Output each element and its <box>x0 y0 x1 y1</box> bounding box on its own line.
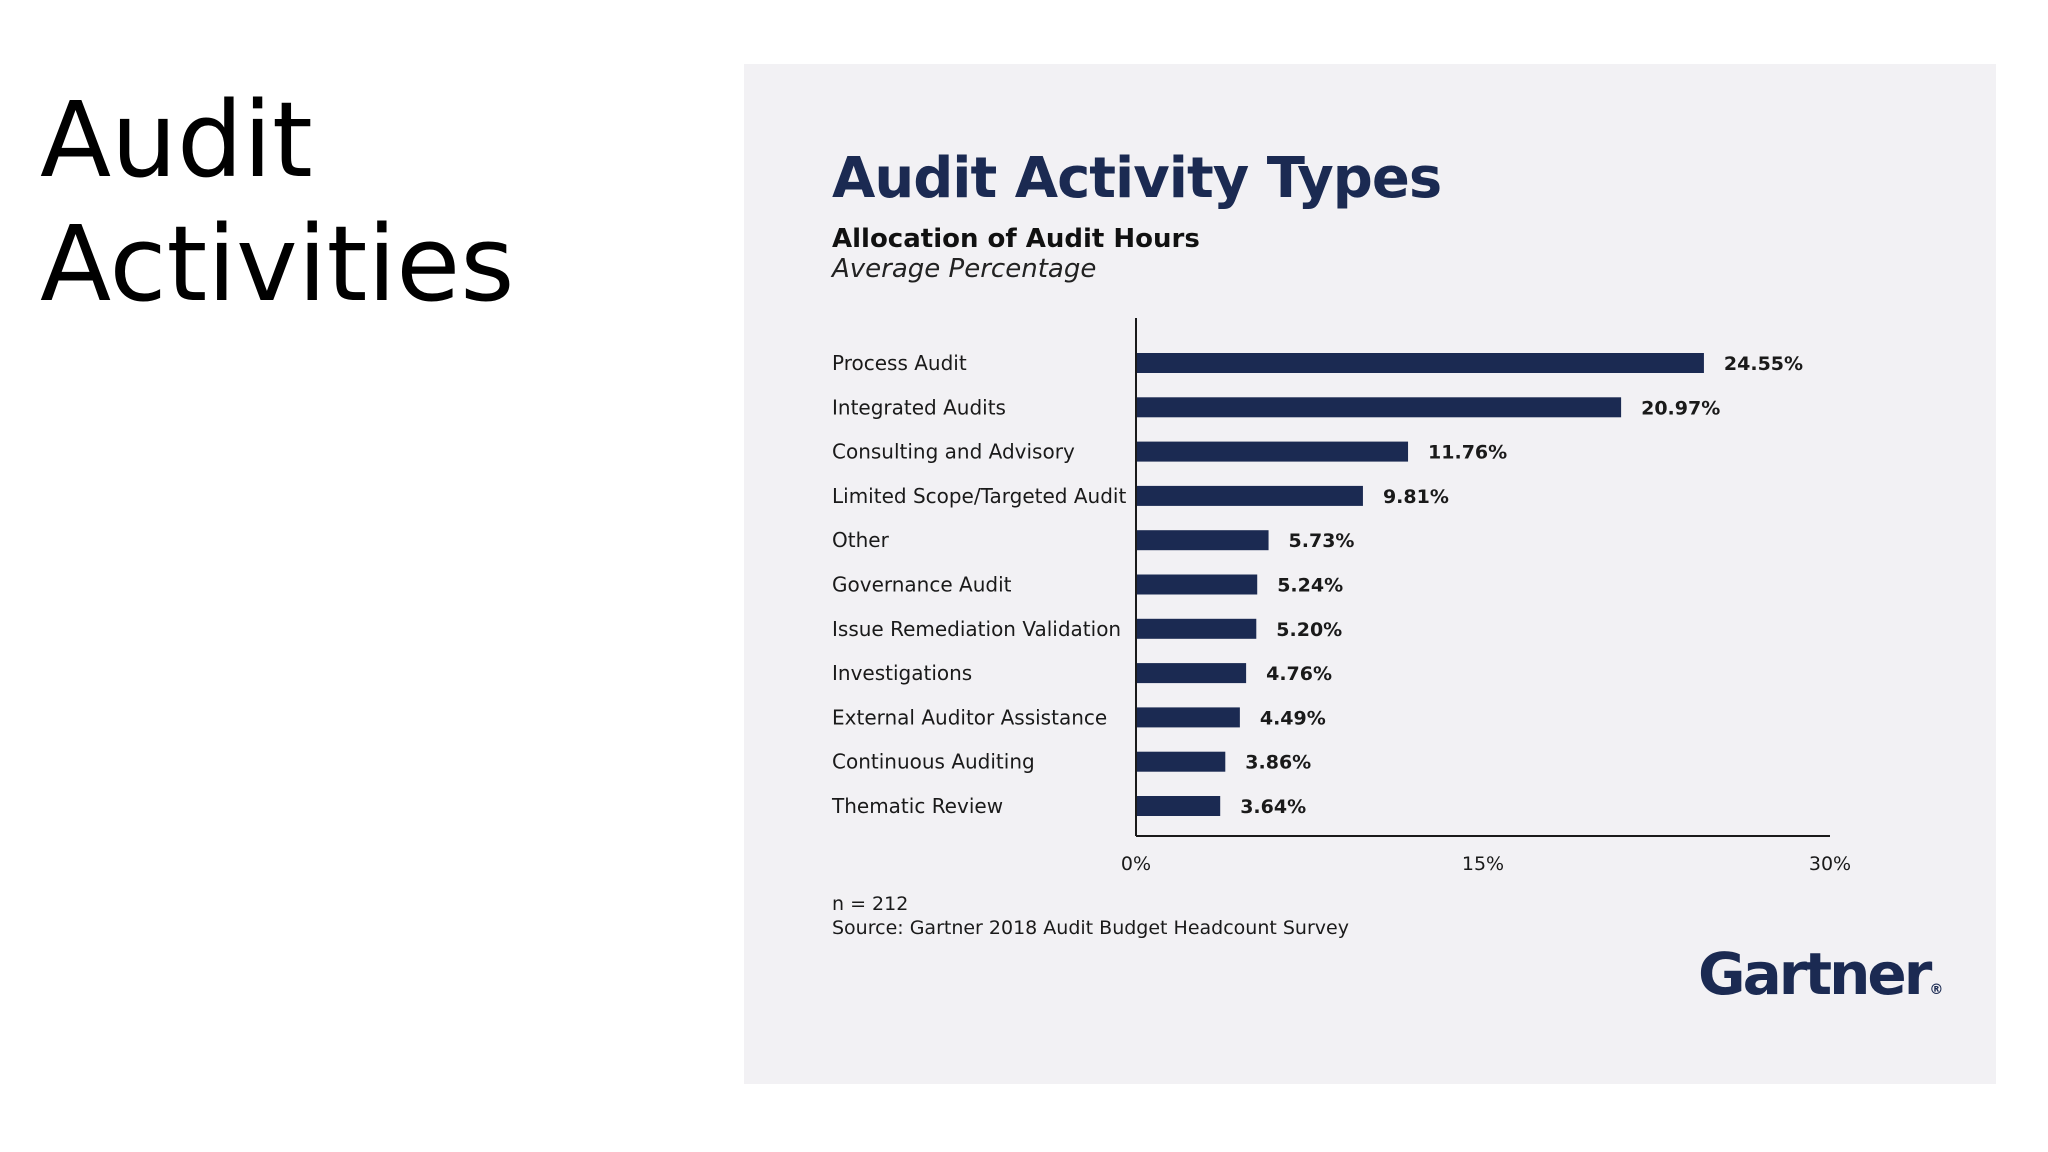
category-label: Governance Audit <box>832 573 1012 597</box>
slide-title-line-1: Audit <box>40 79 313 201</box>
category-label: Other <box>832 528 890 552</box>
bar <box>1136 441 1409 462</box>
bar-chart: Process Audit 24.55% Integrated Audits 20.9… <box>831 318 1851 875</box>
source-note: Source: Gartner 2018 Audit Budget Headco… <box>832 917 1349 939</box>
category-label: Thematic Review <box>831 794 1003 818</box>
chart-panel: Audit Activity Types Allocation of Audit… <box>744 64 1996 1084</box>
slide-title: Audit Activities <box>40 78 514 326</box>
x-tick-label: 0% <box>1121 853 1151 875</box>
bar <box>1136 751 1226 772</box>
value-label: 3.64% <box>1240 796 1306 818</box>
logo-text: Gartner <box>1698 940 1932 1008</box>
value-label: 20.97% <box>1641 397 1720 419</box>
bar <box>1136 485 1363 506</box>
value-label: 5.73% <box>1289 530 1355 552</box>
category-label: Limited Scope/Targeted Audit <box>832 484 1126 508</box>
footnote: n = 212 Source: Gartner 2018 Audit Budge… <box>832 892 1349 940</box>
category-label: Investigations <box>832 661 972 685</box>
value-label: 4.76% <box>1266 663 1332 685</box>
value-label: 5.24% <box>1277 575 1343 597</box>
bar <box>1136 530 1269 551</box>
category-label: External Auditor Assistance <box>832 705 1107 729</box>
sample-size: n = 212 <box>832 893 909 915</box>
x-tick-label: 30% <box>1809 853 1851 875</box>
category-label: Consulting and Advisory <box>832 440 1075 464</box>
chart-subtitle: Allocation of Audit Hours <box>832 224 1200 254</box>
value-label: 5.20% <box>1276 619 1342 641</box>
bar <box>1136 618 1257 639</box>
value-label: 11.76% <box>1428 442 1507 464</box>
value-label: 3.86% <box>1245 752 1311 774</box>
chart-subtitle-italic: Average Percentage <box>832 254 1097 284</box>
slide-title-line-2: Activities <box>40 203 515 325</box>
gartner-logo: Gartner® <box>1698 940 1943 1008</box>
bar <box>1136 663 1247 684</box>
bar <box>1136 574 1258 595</box>
bar <box>1136 796 1221 816</box>
chart-title: Audit Activity Types <box>832 146 1442 211</box>
category-label: Integrated Audits <box>832 395 1006 419</box>
bar <box>1136 707 1240 728</box>
category-label: Continuous Auditing <box>832 750 1035 774</box>
value-label: 24.55% <box>1724 353 1803 375</box>
category-label: Process Audit <box>832 351 967 375</box>
bar <box>1136 397 1622 418</box>
value-label: 9.81% <box>1383 486 1449 508</box>
category-label: Issue Remediation Validation <box>832 617 1121 641</box>
value-label: 4.49% <box>1260 707 1326 729</box>
registered-mark: ® <box>1929 982 1944 998</box>
bar <box>1136 353 1704 373</box>
x-tick-label: 15% <box>1462 853 1504 875</box>
